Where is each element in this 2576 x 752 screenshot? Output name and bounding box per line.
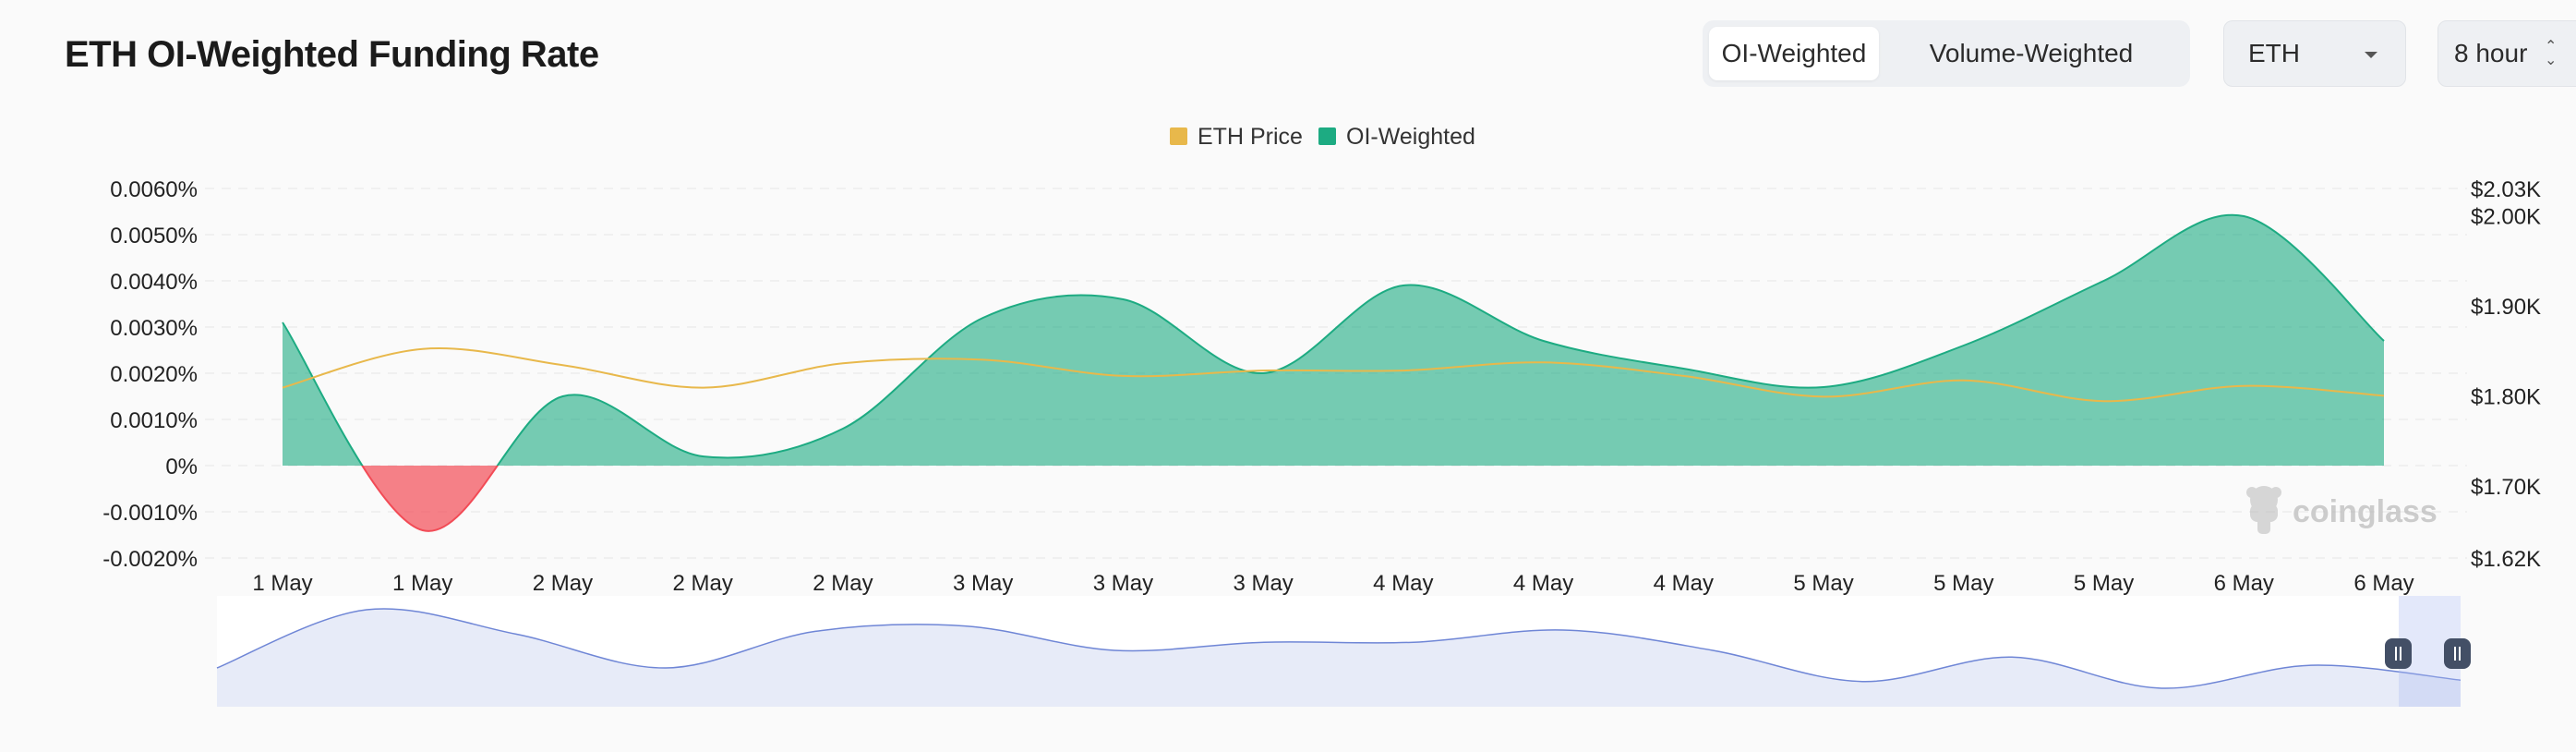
eth-price-point: [1682, 374, 1685, 377]
y-left-tick-label: -0.0020%: [102, 547, 198, 572]
x-tick-label: 5 May: [1933, 571, 1993, 596]
eth-price-point: [2383, 394, 2386, 397]
legend-item-oi-weighted[interactable]: OI-Weighted: [1318, 124, 1475, 150]
y-axis-right: $2.03K$2.00K $1.90K $1.80K $1.70K $1.62K: [2471, 177, 2541, 572]
eth-price-point: [702, 386, 704, 389]
x-tick-label: 3 May: [1093, 571, 1153, 596]
y-left-tick-label: 0.0040%: [110, 270, 198, 295]
legend-label-eth-price: ETH Price: [1198, 124, 1303, 150]
watermark-text: coinglass: [2293, 494, 2438, 529]
eth-price-point: [2243, 384, 2245, 387]
y-left-tick-label: 0.0020%: [110, 362, 198, 387]
eth-price-point: [841, 362, 844, 365]
x-tick-label: 5 May: [1793, 571, 1853, 596]
funding-rate-point: [981, 317, 984, 320]
eth-price-point: [561, 364, 564, 367]
x-tick-label: 4 May: [1654, 571, 1714, 596]
funding-rate-point: [702, 455, 704, 458]
eth-price-point: [1542, 361, 1545, 364]
funding-rate-point: [2102, 280, 2105, 283]
y-left-tick-label: 0%: [165, 455, 198, 479]
funding-rate-point: [1262, 372, 1265, 375]
funding-rate-point: [2243, 215, 2245, 218]
navigator-area: [217, 608, 2461, 707]
navigator-handle-left[interactable]: [2385, 638, 2412, 669]
y-left-tick-label: -0.0010%: [102, 501, 198, 526]
y-left-tick-label: 0.0050%: [110, 224, 198, 249]
funding-rate-point: [282, 321, 284, 324]
funding-rate-area-positive: [283, 214, 2384, 466]
x-tick-label: 4 May: [1513, 571, 1573, 596]
legend-swatch-eth-price: [1170, 127, 1187, 145]
volume-weighted-tab[interactable]: Volume-Weighted: [1879, 27, 2184, 80]
x-tick-label: 5 May: [2074, 571, 2134, 596]
eth-price-point: [2102, 400, 2105, 403]
funding-rate-point: [1402, 285, 1404, 287]
eth-price-point: [1122, 374, 1125, 377]
x-tick-label: 1 May: [392, 571, 452, 596]
sort-updown-icon: ⌃ ⌄: [2545, 39, 2558, 68]
eth-price-line: [282, 347, 2385, 403]
x-tick-label: 2 May: [813, 571, 873, 596]
x-tick-label: 6 May: [2353, 571, 2413, 596]
x-tick-label: 2 May: [673, 571, 733, 596]
eth-price-point: [1262, 370, 1265, 372]
x-axis: 1 May 1 May 2 May 2 May 2 May 3 May 3 May 3 May…: [252, 571, 2413, 596]
coinglass-logo-icon: [2246, 486, 2281, 534]
funding-rate-point: [561, 395, 564, 398]
range-navigator[interactable]: [216, 596, 2471, 707]
eth-price-point: [1962, 379, 1965, 382]
navigator-handle-right[interactable]: [2444, 638, 2471, 669]
x-tick-label: 6 May: [2214, 571, 2274, 596]
navigator-line: [216, 608, 2462, 689]
funding-rate-point: [2383, 340, 2386, 343]
x-tick-label: 3 May: [953, 571, 1013, 596]
legend-label-oi-weighted: OI-Weighted: [1346, 124, 1475, 150]
interval-select-value: 8 hour: [2454, 39, 2528, 67]
x-tick-label: 3 May: [1233, 571, 1293, 596]
x-tick-label: 2 May: [533, 571, 593, 596]
eth-price-point: [1823, 395, 1825, 398]
coin-select-value: ETH: [2248, 39, 2300, 67]
y-axis-left: 0.0060% 0.0050% 0.0040% 0.0030% 0.0020% 0.001…: [102, 177, 198, 572]
y-left-tick-label: 0.0010%: [110, 408, 198, 433]
y-right-tick-label: $1.70K: [2471, 475, 2541, 500]
funding-rate-point: [1542, 340, 1545, 343]
y-right-tick-label: $1.80K: [2471, 384, 2541, 409]
eth-price-point: [282, 386, 284, 389]
coinglass-watermark: coinglass: [2246, 486, 2438, 534]
y-right-tick-label: $1.90K: [2471, 295, 2541, 320]
eth-price-point: [981, 358, 984, 361]
oi-weighted-tab[interactable]: OI-Weighted: [1709, 27, 1879, 80]
eth-price-point: [1402, 370, 1404, 372]
x-tick-label: 1 May: [252, 571, 312, 596]
x-tick-label: 4 May: [1373, 571, 1433, 596]
y-left-tick-label: 0.0030%: [110, 316, 198, 341]
funding-rate-point: [1823, 386, 1825, 389]
navigator-series: [216, 608, 2462, 707]
navigator-background: [217, 596, 2461, 707]
y-right-tick-label: $2.03K: [2471, 177, 2541, 202]
interval-select[interactable]: 8 hour ⌃ ⌄: [2438, 20, 2576, 87]
legend-swatch-oi-weighted: [1318, 127, 1336, 145]
funding-rate-point: [841, 428, 844, 431]
funding-rate-line-positive: [282, 213, 2385, 466]
legend-item-eth-price[interactable]: ETH Price: [1170, 124, 1303, 150]
chart-series: [282, 213, 2386, 532]
coin-select[interactable]: ETH: [2223, 20, 2406, 87]
chart-legend: ETH Price OI-Weighted: [1170, 124, 1475, 150]
chevron-down-icon: [2365, 52, 2377, 58]
weighting-toggle: OI-Weighted Volume-Weighted: [1703, 20, 2190, 87]
funding-rate-point: [1682, 368, 1685, 370]
y-right-tick-label: $2.00K: [2471, 204, 2541, 229]
eth-price-point: [421, 347, 424, 350]
page-title: ETH OI-Weighted Funding Rate: [65, 34, 599, 75]
funding-rate-point: [421, 529, 424, 532]
y-right-tick-label: $1.62K: [2471, 547, 2541, 572]
y-left-tick-label: 0.0060%: [110, 177, 198, 202]
funding-rate-point: [1122, 298, 1125, 301]
funding-rate-point: [1962, 345, 1965, 347]
